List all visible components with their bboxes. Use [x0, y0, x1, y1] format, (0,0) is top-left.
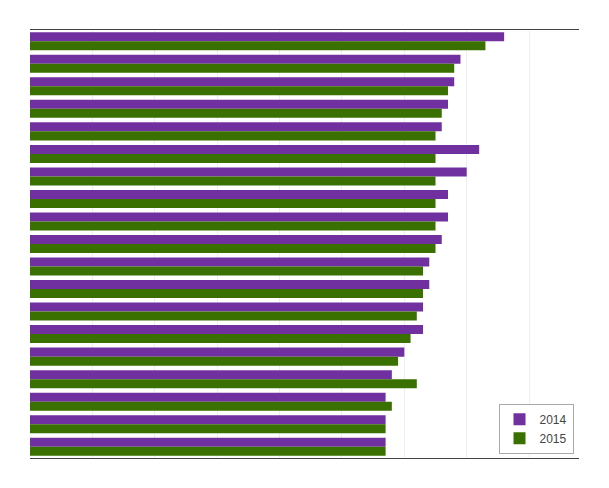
svg-text:2015: 2015	[540, 432, 567, 446]
svg-text:2014: 2014	[540, 413, 567, 427]
